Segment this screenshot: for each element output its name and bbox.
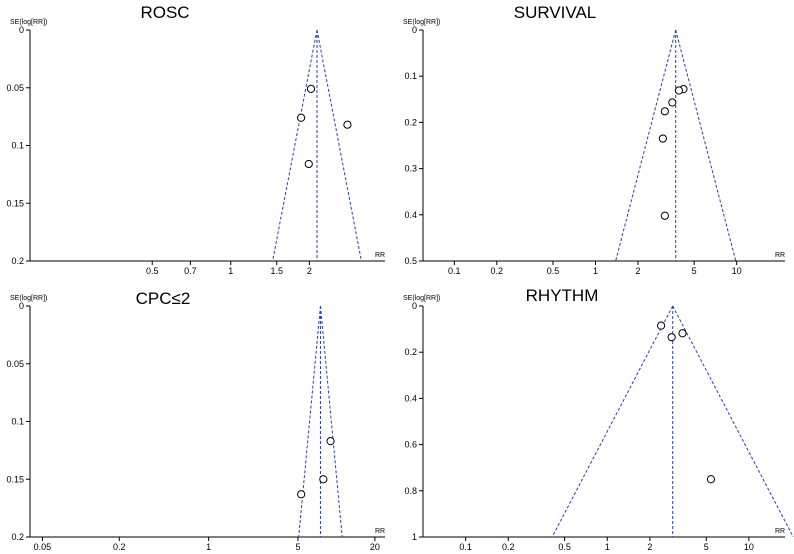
- study-point: [667, 333, 676, 342]
- y-tick-label: 0: [19, 301, 24, 311]
- y-tick-label: 0.15: [6, 474, 24, 484]
- y-tick-label: 0.1: [11, 141, 24, 151]
- funnel-left-line: [272, 29, 318, 262]
- x-axis-label: RR: [375, 528, 385, 535]
- x-tick-label: 0.2: [491, 266, 504, 276]
- funnel-left-line: [615, 29, 677, 262]
- study-point: [706, 475, 716, 484]
- x-tick-label: 5: [692, 266, 697, 276]
- funnel-plot-panel-2: SURVIVAL SE(log[RR]) RR 0 0.1 0.2 0.3 0.4 0.5 0.1…: [403, 3, 785, 276]
- x-axis-label: RR: [775, 252, 785, 259]
- x-tick-label: 1: [206, 542, 211, 552]
- x-axis-label: RR: [375, 252, 385, 259]
- y-tick-label: 0.4: [404, 210, 417, 220]
- study-point: [668, 98, 677, 107]
- x-tick-label: 20: [370, 542, 380, 552]
- y-tick-label: 0: [19, 25, 24, 35]
- x-tick-label: 1: [605, 542, 610, 552]
- chart-title: ROSC: [140, 3, 189, 22]
- funnel-right-line: [672, 305, 794, 538]
- study-point: [660, 107, 669, 116]
- x-tick-label: 2: [635, 266, 640, 276]
- x-tick-label: 0.1: [448, 266, 461, 276]
- y-tick-label: 0: [412, 25, 417, 35]
- y-axis-label: SE(log[RR]): [10, 19, 47, 26]
- study-point: [660, 211, 669, 220]
- y-tick-label: 0.1: [404, 71, 417, 81]
- y-tick-label: 0.3: [404, 164, 417, 174]
- funnel-left-line: [551, 305, 674, 538]
- x-tick-label: 5: [295, 542, 300, 552]
- y-tick-label: 0.6: [404, 440, 417, 450]
- study-point: [343, 120, 352, 129]
- x-axis-label: RR: [775, 528, 785, 535]
- x-tick-label: 1: [593, 266, 598, 276]
- y-tick-label: 0.05: [6, 83, 24, 93]
- study-point: [658, 134, 667, 143]
- y-tick-label: 0.5: [404, 256, 417, 266]
- study-point: [326, 437, 335, 446]
- y-tick-label: 0.8: [404, 486, 417, 496]
- x-tick-label: 10: [732, 266, 742, 276]
- study-point: [319, 475, 328, 484]
- funnel-plot-panel-3: CPC≤2 SE(log[RR]) RR 0 0.05 0.1 0.15 0.2 0.05 0.2…: [6, 289, 385, 552]
- x-tick-label: 10: [744, 542, 754, 552]
- funnel-right-line: [319, 305, 343, 538]
- study-point: [304, 159, 313, 169]
- x-tick-label: 1: [228, 266, 233, 276]
- y-tick-label: 0.05: [6, 359, 24, 369]
- chart-title: RHYTHM: [526, 286, 599, 305]
- y-tick-label: 0.2: [404, 347, 417, 357]
- x-tick-label: 0.2: [113, 542, 126, 552]
- y-tick-label: 0.2: [404, 117, 417, 127]
- y-tick-label: 0.1: [11, 417, 24, 427]
- y-tick-label: 0.2: [11, 532, 24, 542]
- x-tick-label: 2: [647, 542, 652, 552]
- y-tick-label: 1: [412, 532, 417, 542]
- y-axis-label: SE(log[RR]): [403, 19, 440, 26]
- chart-title: CPC≤2: [136, 289, 191, 308]
- y-axis-label: SE(log[RR]): [10, 295, 47, 302]
- study-point: [297, 113, 306, 122]
- study-point: [297, 490, 306, 499]
- x-tick-label: 0.05: [34, 542, 52, 552]
- x-tick-label: 0.2: [502, 542, 515, 552]
- study-point: [656, 321, 666, 330]
- y-axis-label: SE(log[RR]): [403, 295, 440, 302]
- study-point: [678, 329, 687, 338]
- x-tick-label: 0.5: [558, 542, 571, 552]
- study-point: [306, 84, 316, 94]
- x-tick-label: 0.7: [184, 266, 197, 276]
- x-tick-label: 0.1: [459, 542, 472, 552]
- x-tick-label: 2: [307, 266, 312, 276]
- x-tick-label: 0.5: [547, 266, 560, 276]
- funnel-plot-panel-4: RHYTHM SE(log[RR]) RR 0 0.2 0.4 0.6 0.8 1 0.1 0.2 0…: [403, 286, 794, 552]
- funnel-left-line: [298, 305, 321, 538]
- y-tick-label: 0: [412, 301, 417, 311]
- funnel-plot-panel-1: ROSC SE(log[RR]) RR 0 0.05 0.1 0.15 0.2 0.5 0.7 1 1…: [6, 3, 385, 276]
- x-tick-label: 0.5: [146, 266, 159, 276]
- funnel-right-line: [675, 29, 737, 262]
- x-tick-label: 5: [704, 542, 709, 552]
- x-tick-label: 1.5: [270, 266, 283, 276]
- funnel-right-line: [316, 29, 362, 262]
- y-tick-label: 0.4: [404, 393, 417, 403]
- y-tick-label: 0.15: [6, 198, 24, 208]
- y-tick-label: 0.2: [11, 256, 24, 266]
- study-point: [674, 86, 684, 95]
- chart-title: SURVIVAL: [514, 3, 597, 22]
